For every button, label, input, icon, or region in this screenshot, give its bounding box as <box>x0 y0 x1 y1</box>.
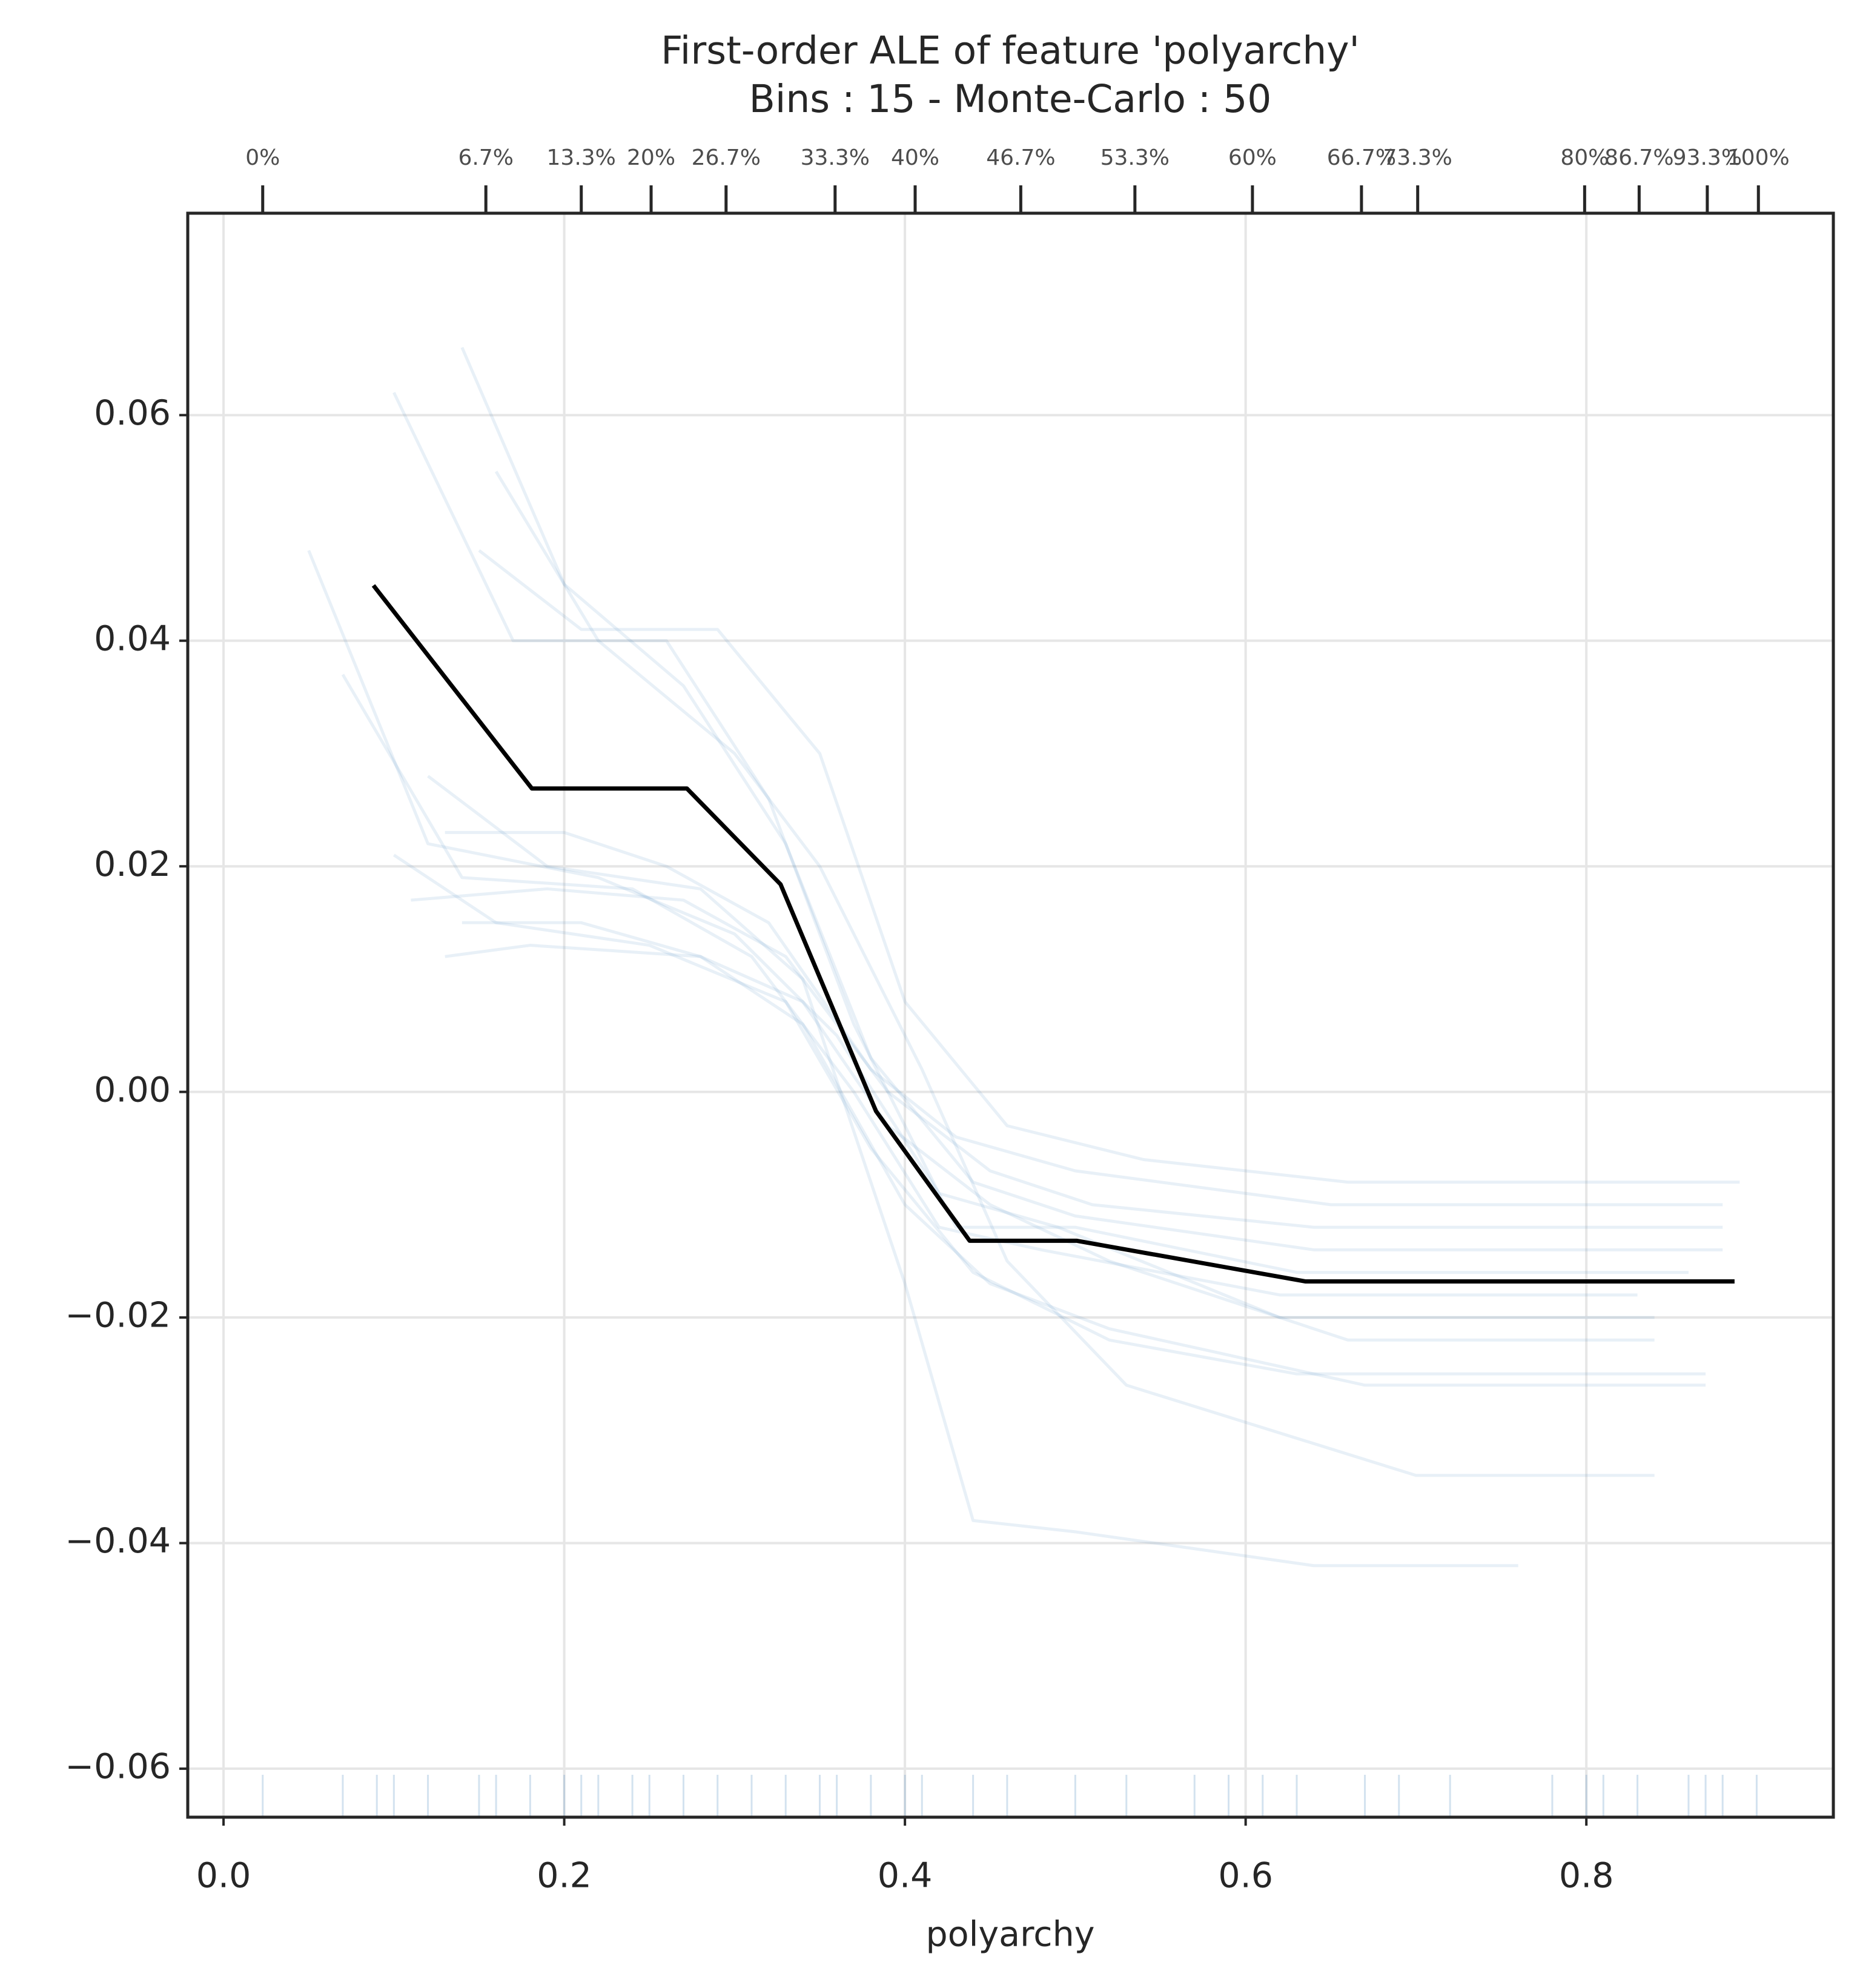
monte-carlo-line <box>411 887 1723 1229</box>
top-tick-label: 46.7% <box>986 145 1055 170</box>
top-tick-label: 53.3% <box>1100 145 1170 170</box>
x-tick-label: 0.8 <box>1559 1856 1614 1896</box>
top-tick-label: 20% <box>627 145 675 170</box>
monte-carlo-line <box>427 775 1518 1568</box>
top-tick-label: 86.7% <box>1604 145 1673 170</box>
y-tick-label: −0.04 <box>65 1521 171 1561</box>
chart-title: First-order ALE of feature 'polyarchy' <box>661 28 1360 73</box>
x-axis-label: polyarchy <box>926 1915 1095 1955</box>
monte-carlo-line <box>445 830 1723 1207</box>
monte-carlo-line <box>494 471 1655 1477</box>
monte-carlo-line <box>460 346 1723 1251</box>
top-tick-label: 40% <box>891 145 939 170</box>
monte-carlo-line <box>478 549 1740 1184</box>
top-tick-label: 80% <box>1560 145 1609 170</box>
monte-carlo-line <box>341 674 1638 1297</box>
top-tick-label: 73.3% <box>1383 145 1452 170</box>
top-tick-label: 66.7% <box>1327 145 1396 170</box>
top-tick-label: 13.3% <box>547 145 616 170</box>
x-tick-label: 0.0 <box>196 1856 251 1896</box>
y-tick-label: −0.02 <box>65 1296 171 1336</box>
y-tick-label: 0.04 <box>94 618 171 658</box>
x-tick-label: 0.4 <box>878 1856 933 1896</box>
chart-subtitle: Bins : 15 - Monte-Carlo : 50 <box>749 77 1272 121</box>
top-tick-label: 26.7% <box>692 145 761 170</box>
ale-line <box>371 584 1735 1284</box>
top-tick-label: 0% <box>245 145 280 170</box>
y-tick-label: 0.00 <box>94 1070 171 1110</box>
top-tick-label: 60% <box>1228 145 1277 170</box>
top-tick-label: 6.7% <box>458 145 513 170</box>
monte-carlo-line <box>392 853 1706 1376</box>
y-tick-label: 0.02 <box>94 844 171 884</box>
monte-carlo-line <box>462 921 1706 1387</box>
y-tick-label: 0.06 <box>94 393 171 433</box>
x-tick-label: 0.2 <box>537 1856 592 1896</box>
monte-carlo-line <box>392 392 1689 1274</box>
x-tick-label: 0.6 <box>1218 1856 1273 1896</box>
monte-carlo-line <box>307 549 1655 1319</box>
top-tick-label: 33.3% <box>801 145 870 170</box>
plot-frame <box>186 211 1835 1819</box>
top-tick-label: 93.3% <box>1673 145 1742 170</box>
top-tick-label: 100% <box>1727 145 1790 170</box>
y-tick-label: −0.06 <box>65 1747 171 1787</box>
